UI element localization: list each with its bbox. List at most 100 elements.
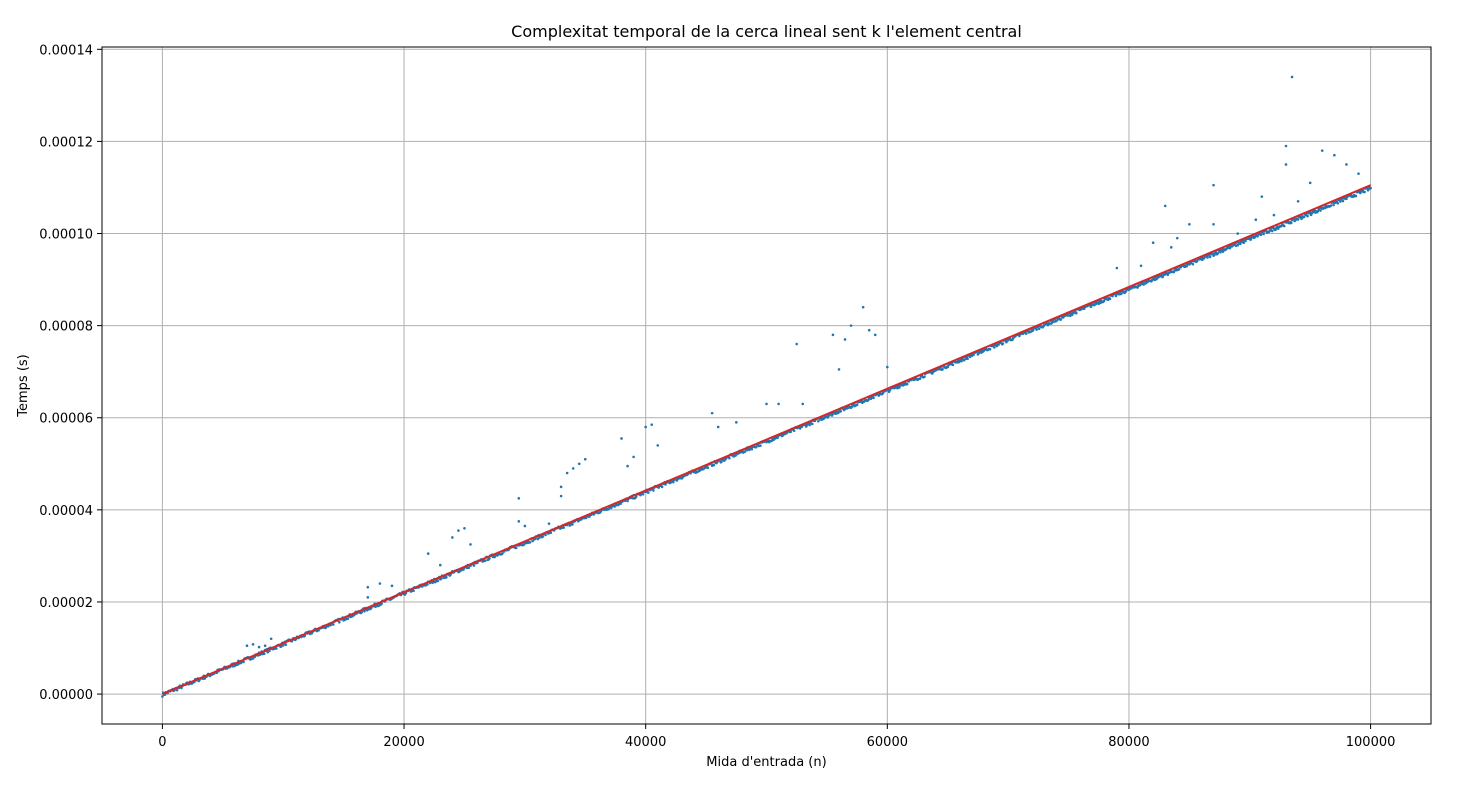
scatter-point	[735, 421, 738, 424]
scatter-point	[263, 644, 267, 648]
scatter-point	[1333, 153, 1336, 157]
scatter-point	[660, 485, 664, 489]
scatter-point	[1272, 213, 1276, 217]
scatter-point	[451, 536, 454, 539]
scatter-point	[710, 411, 714, 415]
scatter-point	[493, 555, 496, 559]
scatter-point	[251, 657, 255, 660]
scatter-point	[941, 367, 944, 371]
scatter-point	[843, 338, 847, 341]
y-tick-label: 0.00004	[39, 504, 93, 519]
scatter-point	[776, 436, 780, 439]
scatter-point	[1332, 203, 1335, 207]
scatter-point	[1119, 292, 1123, 296]
scatter-point	[1270, 229, 1274, 233]
scatter-point	[363, 609, 366, 613]
scatter-point	[1369, 186, 1372, 190]
scatter-point	[861, 305, 865, 309]
scatter-point	[993, 346, 996, 349]
scatter-point	[1001, 342, 1005, 345]
scatter-point	[366, 585, 370, 589]
scatter-point	[262, 652, 266, 656]
scatter-point	[523, 524, 527, 528]
scatter-point	[559, 485, 563, 489]
scatter-point	[1329, 204, 1333, 207]
scatter-point	[531, 539, 534, 543]
scatter-point	[1175, 236, 1179, 240]
scatter-point	[549, 531, 553, 534]
scatter-point	[1075, 311, 1078, 315]
scatter-point	[1345, 197, 1348, 201]
scatter-point	[438, 563, 442, 567]
scatter-point	[269, 637, 273, 641]
scatter-point	[905, 382, 909, 386]
scatter-point	[536, 537, 540, 541]
scatter-point	[1296, 199, 1300, 203]
scatter-point	[514, 546, 518, 550]
scatter-point	[1219, 250, 1222, 254]
scatter-point	[712, 463, 716, 467]
scatter-point	[1221, 250, 1225, 253]
scatter-point	[284, 643, 288, 646]
scatter-point	[765, 402, 768, 406]
scatter-point	[457, 529, 460, 532]
scatter-point	[1062, 316, 1065, 319]
scatter-point	[331, 623, 335, 626]
x-axis-label: Mida d'entrada (n)	[706, 755, 826, 770]
scatter-point	[1282, 224, 1286, 228]
scatter-point	[810, 422, 814, 426]
scatter-point	[1339, 200, 1342, 203]
scatter-point	[754, 445, 758, 449]
scatter-point	[472, 564, 476, 567]
scatter-point	[1169, 246, 1173, 249]
scatter-point	[1202, 257, 1206, 260]
scatter-point	[1284, 163, 1288, 166]
scatter-point	[565, 471, 569, 475]
scatter-point	[728, 456, 731, 460]
scatter-point	[1108, 297, 1112, 301]
scatter-point	[1300, 217, 1303, 220]
scatter-point	[886, 365, 889, 369]
scatter-point	[872, 396, 875, 400]
scatter-point	[1319, 209, 1322, 212]
scatter-point	[632, 455, 635, 459]
scatter-point	[1216, 252, 1220, 255]
x-tick-label: 80000	[1108, 735, 1149, 750]
scatter-point	[1341, 199, 1345, 203]
scatter-point	[1151, 241, 1155, 245]
y-tick-label: 0.00008	[39, 320, 93, 335]
scatter-point	[1290, 75, 1294, 79]
scatter-point	[1302, 215, 1306, 219]
scatter-point	[1259, 233, 1263, 237]
scatter-point	[1354, 194, 1358, 198]
y-tick-label: 0.00006	[39, 412, 93, 427]
scatter-point	[777, 402, 780, 406]
scatter-point	[1296, 218, 1300, 221]
scatter-point	[538, 536, 541, 539]
scatter-point	[517, 520, 521, 523]
scatter-point	[571, 523, 574, 526]
scatter-point	[1177, 267, 1181, 271]
scatter-point	[547, 522, 551, 525]
scatter-point	[562, 526, 565, 529]
scatter-point	[720, 460, 723, 463]
scatter-point	[1024, 332, 1028, 335]
scatter-point	[1236, 243, 1239, 247]
scatter-point	[626, 499, 629, 503]
scatter-point	[1155, 277, 1158, 281]
scatter-point	[960, 359, 963, 363]
scatter-point	[1037, 327, 1041, 331]
scatter-point	[1228, 246, 1232, 250]
scatter-point	[1055, 319, 1058, 323]
scatter-point	[849, 324, 853, 327]
scatter-point	[1357, 172, 1360, 175]
scatter-point	[706, 466, 710, 470]
scatter-point	[1066, 314, 1069, 317]
plot-area-frame	[101, 46, 1432, 725]
scatter-point	[801, 402, 805, 406]
scatter-series	[161, 75, 1372, 698]
scatter-point	[1163, 204, 1167, 208]
scatter-point	[439, 577, 443, 581]
scatter-point	[488, 557, 491, 560]
fit-line	[162, 184, 1371, 695]
